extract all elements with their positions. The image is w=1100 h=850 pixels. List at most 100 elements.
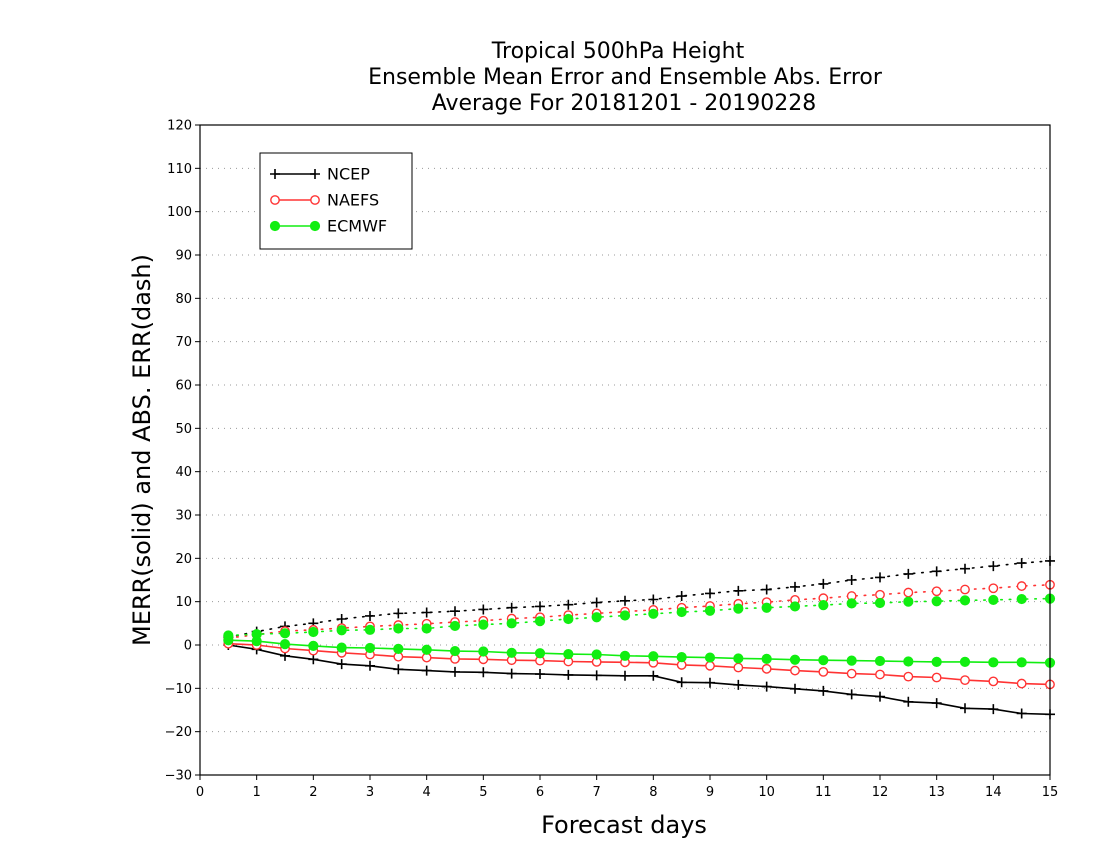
ncep-merr-point — [336, 659, 347, 670]
naefs-merr-point — [960, 675, 970, 685]
ecmwf-merr-point — [988, 657, 999, 668]
ncep-abserr-point — [676, 591, 687, 602]
y-tick-label: 20 — [175, 552, 192, 567]
ncep-merr-point — [846, 689, 857, 700]
naefs-merr-point — [875, 669, 885, 680]
legend-item-ncep: NCEP — [270, 165, 370, 184]
ecmwf-merr-point — [563, 649, 574, 660]
ncep-abserr-point — [1016, 558, 1027, 569]
y-tick-label: 90 — [175, 249, 192, 264]
ecmwf-abserr-point — [336, 625, 347, 636]
legend-ecmwf-point — [269, 220, 281, 232]
chart-title: Tropical 500hPa Height — [491, 39, 745, 64]
ncep-merr-point — [648, 670, 659, 681]
ecmwf-abserr-point — [988, 594, 999, 606]
naefs-merr-point — [931, 672, 942, 683]
chart-date-range: Average For 20181201 - 20190228 — [432, 91, 817, 116]
naefs-merr-point — [903, 671, 914, 682]
x-axis-label: Forecast days — [541, 811, 707, 839]
ecmwf-abserr-point — [449, 620, 461, 632]
ncep-abserr-point — [761, 584, 772, 595]
ncep-abserr-point — [535, 601, 545, 612]
ecmwf-abserr-point — [591, 612, 602, 623]
ecmwf-merr-point — [591, 649, 602, 660]
legend-naefs-point — [310, 195, 320, 205]
ecmwf-merr-point — [761, 653, 772, 664]
naefs-abserr-point — [875, 589, 885, 600]
ncep-abserr-point — [591, 597, 602, 608]
ncep-abserr-point — [365, 610, 375, 621]
ncep-abserr-point — [563, 599, 574, 610]
y-tick-label: 120 — [167, 119, 192, 134]
ncep-merr-point — [308, 654, 319, 665]
x-tick-label: 2 — [309, 785, 317, 800]
ncep-abserr-point — [506, 602, 517, 613]
y-tick-label: −10 — [165, 682, 192, 697]
ecmwf-abserr-point — [421, 623, 432, 634]
ncep-merr-point — [931, 698, 942, 709]
ncep-abserr-point — [393, 608, 404, 619]
ncep-merr-point — [875, 691, 885, 702]
y-tick-label: 40 — [175, 465, 192, 480]
naefs-abserr-line — [227, 583, 1051, 639]
ecmwf-merr-point — [449, 645, 461, 657]
ncep-merr-point — [988, 704, 999, 715]
ecmwf-merr-point — [818, 655, 829, 666]
ncep-merr-point — [421, 665, 432, 676]
y-tick-label: 50 — [175, 422, 192, 437]
ecmwf-abserr-point — [648, 608, 659, 619]
ecmwf-abserr-line — [227, 597, 1051, 637]
ncep-abserr-point — [875, 572, 885, 583]
ecmwf-abserr-point — [676, 606, 687, 618]
y-tick-label: 0 — [184, 639, 192, 654]
ecmwf-abserr-point — [959, 595, 971, 606]
ncep-merr-point — [563, 669, 574, 680]
ncep-abserr-point — [818, 578, 829, 589]
x-tick-label: 1 — [253, 785, 261, 800]
ecmwf-abserr-point — [733, 603, 744, 614]
x-tick-label: 15 — [1042, 785, 1059, 800]
y-tick-label: 70 — [175, 335, 192, 350]
naefs-merr-point — [846, 668, 857, 679]
ncep-merr-point — [393, 664, 404, 675]
ecmwf-merr-point — [733, 653, 744, 664]
x-tick-label: 10 — [758, 785, 775, 800]
series-ecmwf — [223, 593, 1056, 668]
ecmwf-abserr-point — [364, 624, 376, 635]
x-tick-label: 5 — [479, 785, 487, 800]
naefs-abserr-point — [931, 586, 942, 597]
naefs-abserr-point — [988, 583, 999, 594]
series-naefs — [223, 579, 1055, 690]
ecmwf-abserr-point — [789, 601, 801, 612]
legend-ecmwf-point — [309, 220, 321, 232]
ecmwf-merr-point — [676, 652, 687, 663]
x-tick-label: 3 — [366, 785, 374, 800]
x-tick-label: 6 — [536, 785, 544, 800]
legend-ncep-point — [310, 169, 320, 179]
naefs-merr-point — [705, 660, 715, 671]
ncep-merr-point — [761, 681, 772, 692]
x-tick-label: 9 — [706, 785, 714, 800]
y-tick-label: −20 — [165, 725, 192, 740]
ecmwf-abserr-point — [393, 623, 404, 634]
ncep-abserr-line — [227, 560, 1051, 639]
y-axis-label: MERR(solid) and ABS. ERR(dash) — [128, 254, 156, 646]
ecmwf-abserr-point — [874, 597, 886, 609]
y-tick-label: 60 — [175, 379, 192, 394]
ecmwf-merr-point — [364, 642, 376, 654]
ecmwf-merr-point — [478, 646, 489, 657]
legend-label: NAEFS — [327, 191, 379, 210]
ecmwf-merr-point — [704, 652, 716, 663]
ecmwf-merr-point — [421, 644, 432, 655]
x-tick-label: 8 — [649, 785, 657, 800]
ncep-merr-point — [478, 667, 489, 678]
naefs-abserr-point — [960, 584, 970, 595]
ncep-abserr-point — [336, 614, 347, 624]
ncep-merr-point — [676, 677, 687, 688]
naefs-merr-point — [818, 666, 829, 677]
ecmwf-merr-point — [1016, 657, 1027, 668]
ecmwf-abserr-point — [818, 600, 829, 611]
legend-label: NCEP — [327, 165, 370, 184]
chart-title-block: Tropical 500hPa Height Ensemble Mean Err… — [368, 39, 883, 116]
x-tick-label: 4 — [423, 785, 431, 800]
